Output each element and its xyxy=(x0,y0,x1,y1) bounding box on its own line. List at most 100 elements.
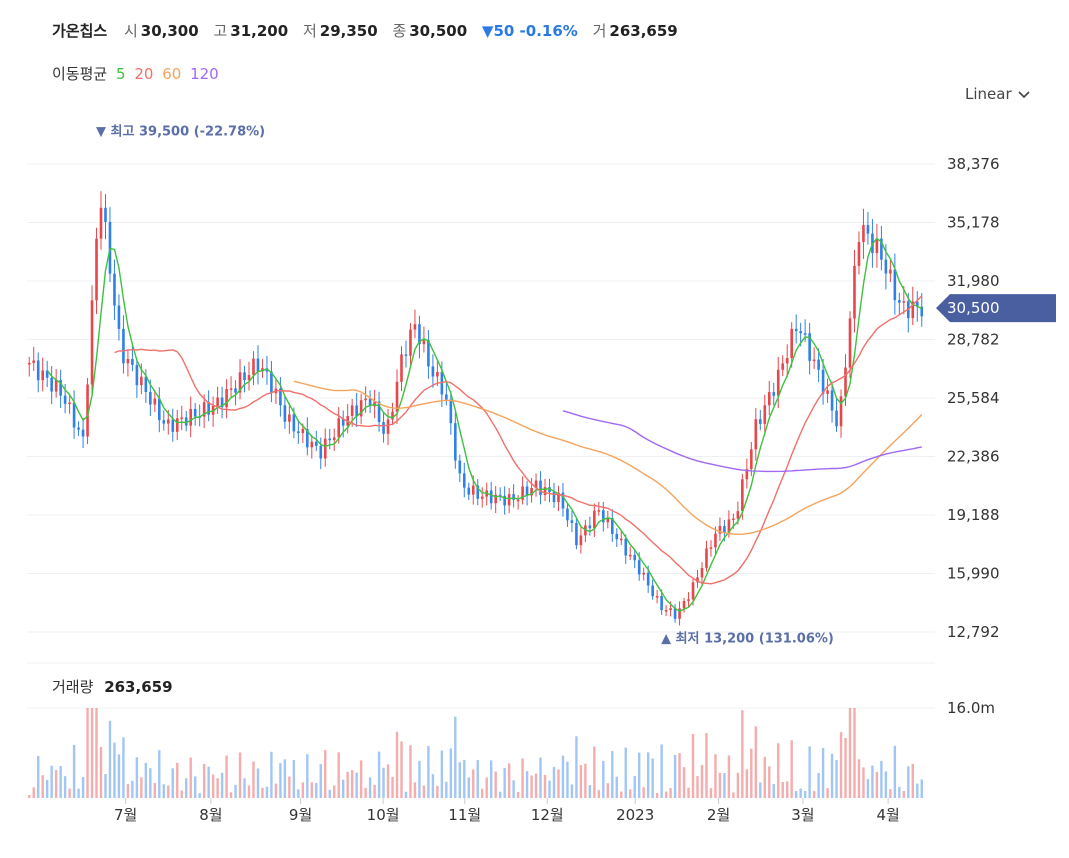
volume-bar xyxy=(741,710,744,798)
candle-body xyxy=(99,207,103,239)
volume-bar xyxy=(306,754,309,798)
volume-bar xyxy=(700,765,704,798)
x-tick-label: 4월 xyxy=(876,806,899,824)
volume-bar xyxy=(830,753,834,798)
candle-body xyxy=(252,358,255,376)
high-value: 31,200 xyxy=(230,22,289,40)
ma-legend-120[interactable]: 120 xyxy=(190,65,219,83)
volume-bar xyxy=(539,757,542,798)
candle-body xyxy=(772,392,776,396)
volume-axis-label: 16.0m xyxy=(947,699,995,717)
candle-body xyxy=(180,417,184,419)
candle-body xyxy=(364,398,367,401)
candle-body xyxy=(830,390,834,411)
candle-body xyxy=(741,479,744,512)
volume-bar xyxy=(768,766,771,798)
volume-bar xyxy=(270,751,273,798)
ma-legend-5[interactable]: 5 xyxy=(115,65,126,83)
candle-body xyxy=(122,328,125,364)
volume-bar xyxy=(386,764,390,798)
candle-body xyxy=(476,485,480,499)
candle-body xyxy=(355,405,358,417)
scale-selector[interactable]: Linear xyxy=(965,85,1030,103)
volume-bar xyxy=(745,769,749,798)
ma-legend-20[interactable]: 20 xyxy=(134,65,154,83)
candle-body xyxy=(516,499,520,502)
volume-bar xyxy=(907,766,910,798)
volume-bar xyxy=(579,765,583,798)
candle-body xyxy=(718,526,722,534)
volume-bar xyxy=(337,752,340,798)
candle-body xyxy=(328,438,332,441)
candle-body xyxy=(95,238,98,301)
volume-bar xyxy=(889,789,892,798)
candle-body xyxy=(557,492,560,503)
volume-bar xyxy=(28,795,31,798)
candle-body xyxy=(229,388,233,390)
volume-bar xyxy=(431,774,435,798)
candle-body xyxy=(512,494,515,500)
candle-body xyxy=(131,359,134,365)
volume-bar xyxy=(516,792,520,798)
volume-bar xyxy=(99,746,103,798)
candle-body xyxy=(507,494,511,506)
candle-body xyxy=(418,324,421,345)
candle-body xyxy=(857,242,861,266)
volume-bar xyxy=(651,758,654,798)
candle-body xyxy=(436,372,439,377)
candle-body xyxy=(220,397,224,408)
volume-bar xyxy=(265,786,269,798)
volume-bar xyxy=(355,772,358,798)
volume-bar xyxy=(108,720,112,798)
candle-body xyxy=(732,518,735,521)
volume-bar xyxy=(364,787,367,798)
volume-bar xyxy=(198,793,201,798)
candle-body xyxy=(862,225,865,243)
volume-bar xyxy=(427,746,430,798)
volume-bar xyxy=(620,791,623,798)
candle-body xyxy=(337,418,341,438)
ma-legend-60[interactable]: 60 xyxy=(162,65,182,83)
volume-bar xyxy=(252,761,255,798)
volume-bar xyxy=(77,788,80,798)
volume-bar xyxy=(418,760,421,798)
quote-header: 가온칩스 시 30,300 고 31,200 저 29,350 종 30,500 ▼50… xyxy=(52,20,688,41)
volume-bar xyxy=(117,754,121,798)
candle-body xyxy=(898,300,901,303)
volume-bar xyxy=(799,788,802,798)
volume-bar xyxy=(279,763,282,798)
volume-bar xyxy=(884,771,888,798)
volume-bar xyxy=(90,708,94,798)
candle-body xyxy=(166,419,170,424)
candle-body xyxy=(911,301,915,319)
candle-body xyxy=(462,473,466,488)
moving-average-legend: 이동평균 5 20 60 120 xyxy=(52,63,223,84)
volume-bar xyxy=(525,771,529,798)
volume-bar xyxy=(498,791,502,798)
candle-body xyxy=(664,610,668,612)
volume-bar xyxy=(705,733,708,798)
candle-body xyxy=(682,601,686,609)
low-annotation: ▲ 최저 13,200 (131.06%) xyxy=(661,632,834,647)
candle-body xyxy=(790,328,793,358)
candle-body xyxy=(332,437,336,440)
volume-bar xyxy=(781,781,784,798)
candle-body xyxy=(606,517,610,523)
candle-body xyxy=(113,273,116,306)
volume-bar xyxy=(848,708,852,798)
volume-bar xyxy=(193,776,197,798)
volume-bar xyxy=(629,789,632,798)
volume-bar xyxy=(570,784,574,798)
candle-body xyxy=(359,400,363,417)
y-tick-label: 22,386 xyxy=(947,448,1000,466)
volume-bar xyxy=(395,731,399,798)
volume-bar xyxy=(310,782,313,798)
volume-bar xyxy=(898,786,901,798)
volume-bar xyxy=(866,779,870,798)
x-tick-label: 2월 xyxy=(707,806,730,824)
candle-body xyxy=(633,554,637,561)
volume-bar xyxy=(673,755,677,798)
volume-bar xyxy=(557,769,560,798)
x-tick-label: 11월 xyxy=(448,806,481,824)
